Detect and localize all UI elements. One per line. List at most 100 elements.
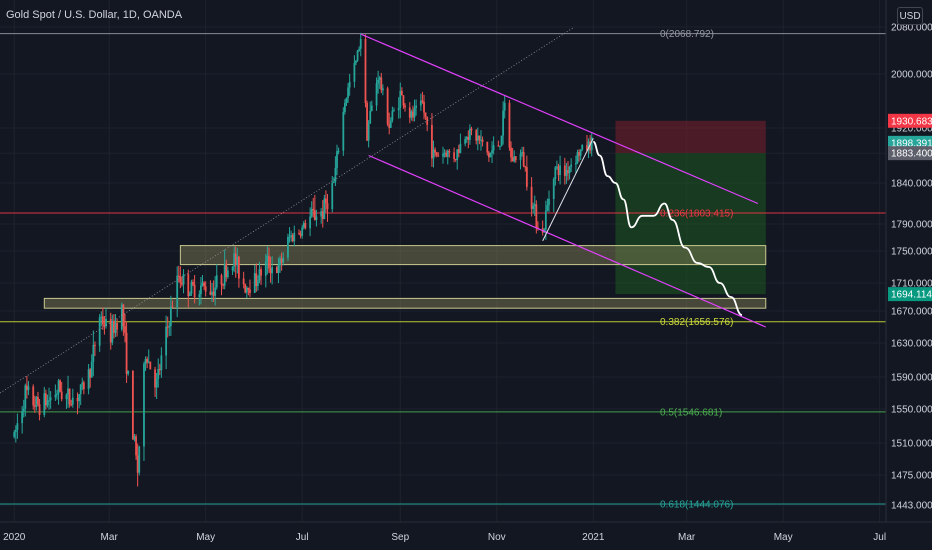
candle-body (101, 316, 104, 325)
candle-body (177, 275, 180, 277)
candle-body (510, 147, 512, 158)
candle-body (331, 182, 334, 210)
candle-body (113, 321, 115, 333)
candle-body (280, 258, 283, 263)
fib-level-label: 0(2068.792) (660, 29, 714, 40)
candle-body (298, 232, 300, 234)
candle-body (513, 156, 516, 162)
candle-body (431, 124, 433, 159)
support-zone (43, 297, 767, 309)
candle-body (480, 139, 482, 141)
candle-body (38, 404, 41, 416)
candle-body (476, 135, 479, 141)
candle-body (419, 100, 422, 106)
candle-body (14, 429, 17, 433)
candle-body (337, 150, 340, 152)
candle-body (78, 394, 81, 402)
candle-body (353, 62, 356, 82)
channel-lower-line (368, 154, 766, 328)
candle-body (57, 380, 60, 394)
trend-line-dotted (0, 26, 575, 394)
price-tag-label: 1883.400 (891, 149, 932, 160)
candle-body (25, 385, 28, 391)
candle-body (120, 304, 123, 330)
price-tick-label: 1920.000 (891, 124, 932, 135)
stop-loss-zone (615, 120, 766, 154)
candle-body (44, 393, 47, 406)
price-tick-label: 1510.000 (891, 439, 932, 450)
time-tick-label: May (774, 532, 793, 543)
candle-body (171, 306, 174, 308)
candle-body (514, 156, 517, 161)
candle-body (432, 149, 435, 159)
candle-body (125, 332, 128, 374)
candle-body (586, 144, 588, 151)
candle-body (105, 318, 107, 327)
candle-body (169, 306, 172, 326)
candle-body (426, 116, 429, 125)
candle-body (287, 236, 289, 258)
candle-body (209, 291, 212, 295)
candle-body (355, 60, 357, 63)
candle-body (43, 393, 46, 416)
candle-body (312, 208, 315, 211)
take-profit-zone (615, 153, 766, 295)
candle-body (282, 257, 285, 263)
candle-body (388, 124, 391, 128)
price-axis[interactable]: 2080.000 2000.000 1920.000 1883.400 1840.000… (885, 0, 932, 550)
candle-body (32, 386, 35, 406)
candle-body (179, 276, 182, 283)
candle-body (147, 361, 150, 363)
candle-body (537, 227, 539, 229)
candle-body (415, 105, 418, 108)
candle-body (67, 388, 69, 395)
candle-body (413, 107, 416, 118)
candle-body (160, 355, 163, 371)
candle-body (521, 152, 524, 154)
candle-body (24, 385, 27, 409)
candle-body (559, 165, 561, 176)
candle-body (344, 103, 346, 112)
candle-body (187, 274, 190, 297)
candle-body (467, 137, 470, 140)
candle-body (522, 152, 525, 167)
candle-body (54, 394, 57, 398)
candle-body (144, 358, 147, 364)
price-tick-label: 1475.000 (891, 471, 932, 482)
currency-button[interactable]: USD (897, 7, 923, 25)
candle-body (90, 361, 93, 378)
candle-body (176, 275, 179, 308)
candle-body (326, 203, 329, 210)
candle-body (532, 205, 535, 209)
candle-body (109, 318, 112, 343)
candle-body (135, 436, 137, 456)
price-tag-bg (888, 146, 932, 161)
candle-body (301, 227, 304, 236)
candle-body (358, 48, 361, 51)
candle-body (530, 186, 533, 209)
time-tick-label: Mar (101, 532, 119, 543)
candle-body (423, 101, 425, 113)
candle-body (475, 130, 478, 141)
candle-body (127, 370, 130, 374)
candle-body (234, 253, 237, 266)
candle-body (258, 269, 261, 281)
candle-body (445, 152, 448, 157)
candle-body (486, 141, 489, 153)
channel-upper-line (360, 33, 759, 205)
candle-body (215, 275, 218, 288)
time-axis[interactable]: 2020 Mar May Jul Sep Nov 2021 Mar May Jul (0, 521, 932, 550)
candle-body (249, 289, 251, 293)
candle-body (279, 258, 281, 265)
candle-body (448, 150, 451, 153)
candle-body (397, 107, 400, 111)
candle-body (313, 210, 316, 221)
time-tick-label: Jul (873, 532, 886, 543)
time-tick-label: Jul (296, 532, 309, 543)
candle-body (71, 397, 74, 405)
candle-body (146, 358, 149, 363)
candle-body (345, 98, 348, 104)
candle-body (424, 112, 427, 117)
